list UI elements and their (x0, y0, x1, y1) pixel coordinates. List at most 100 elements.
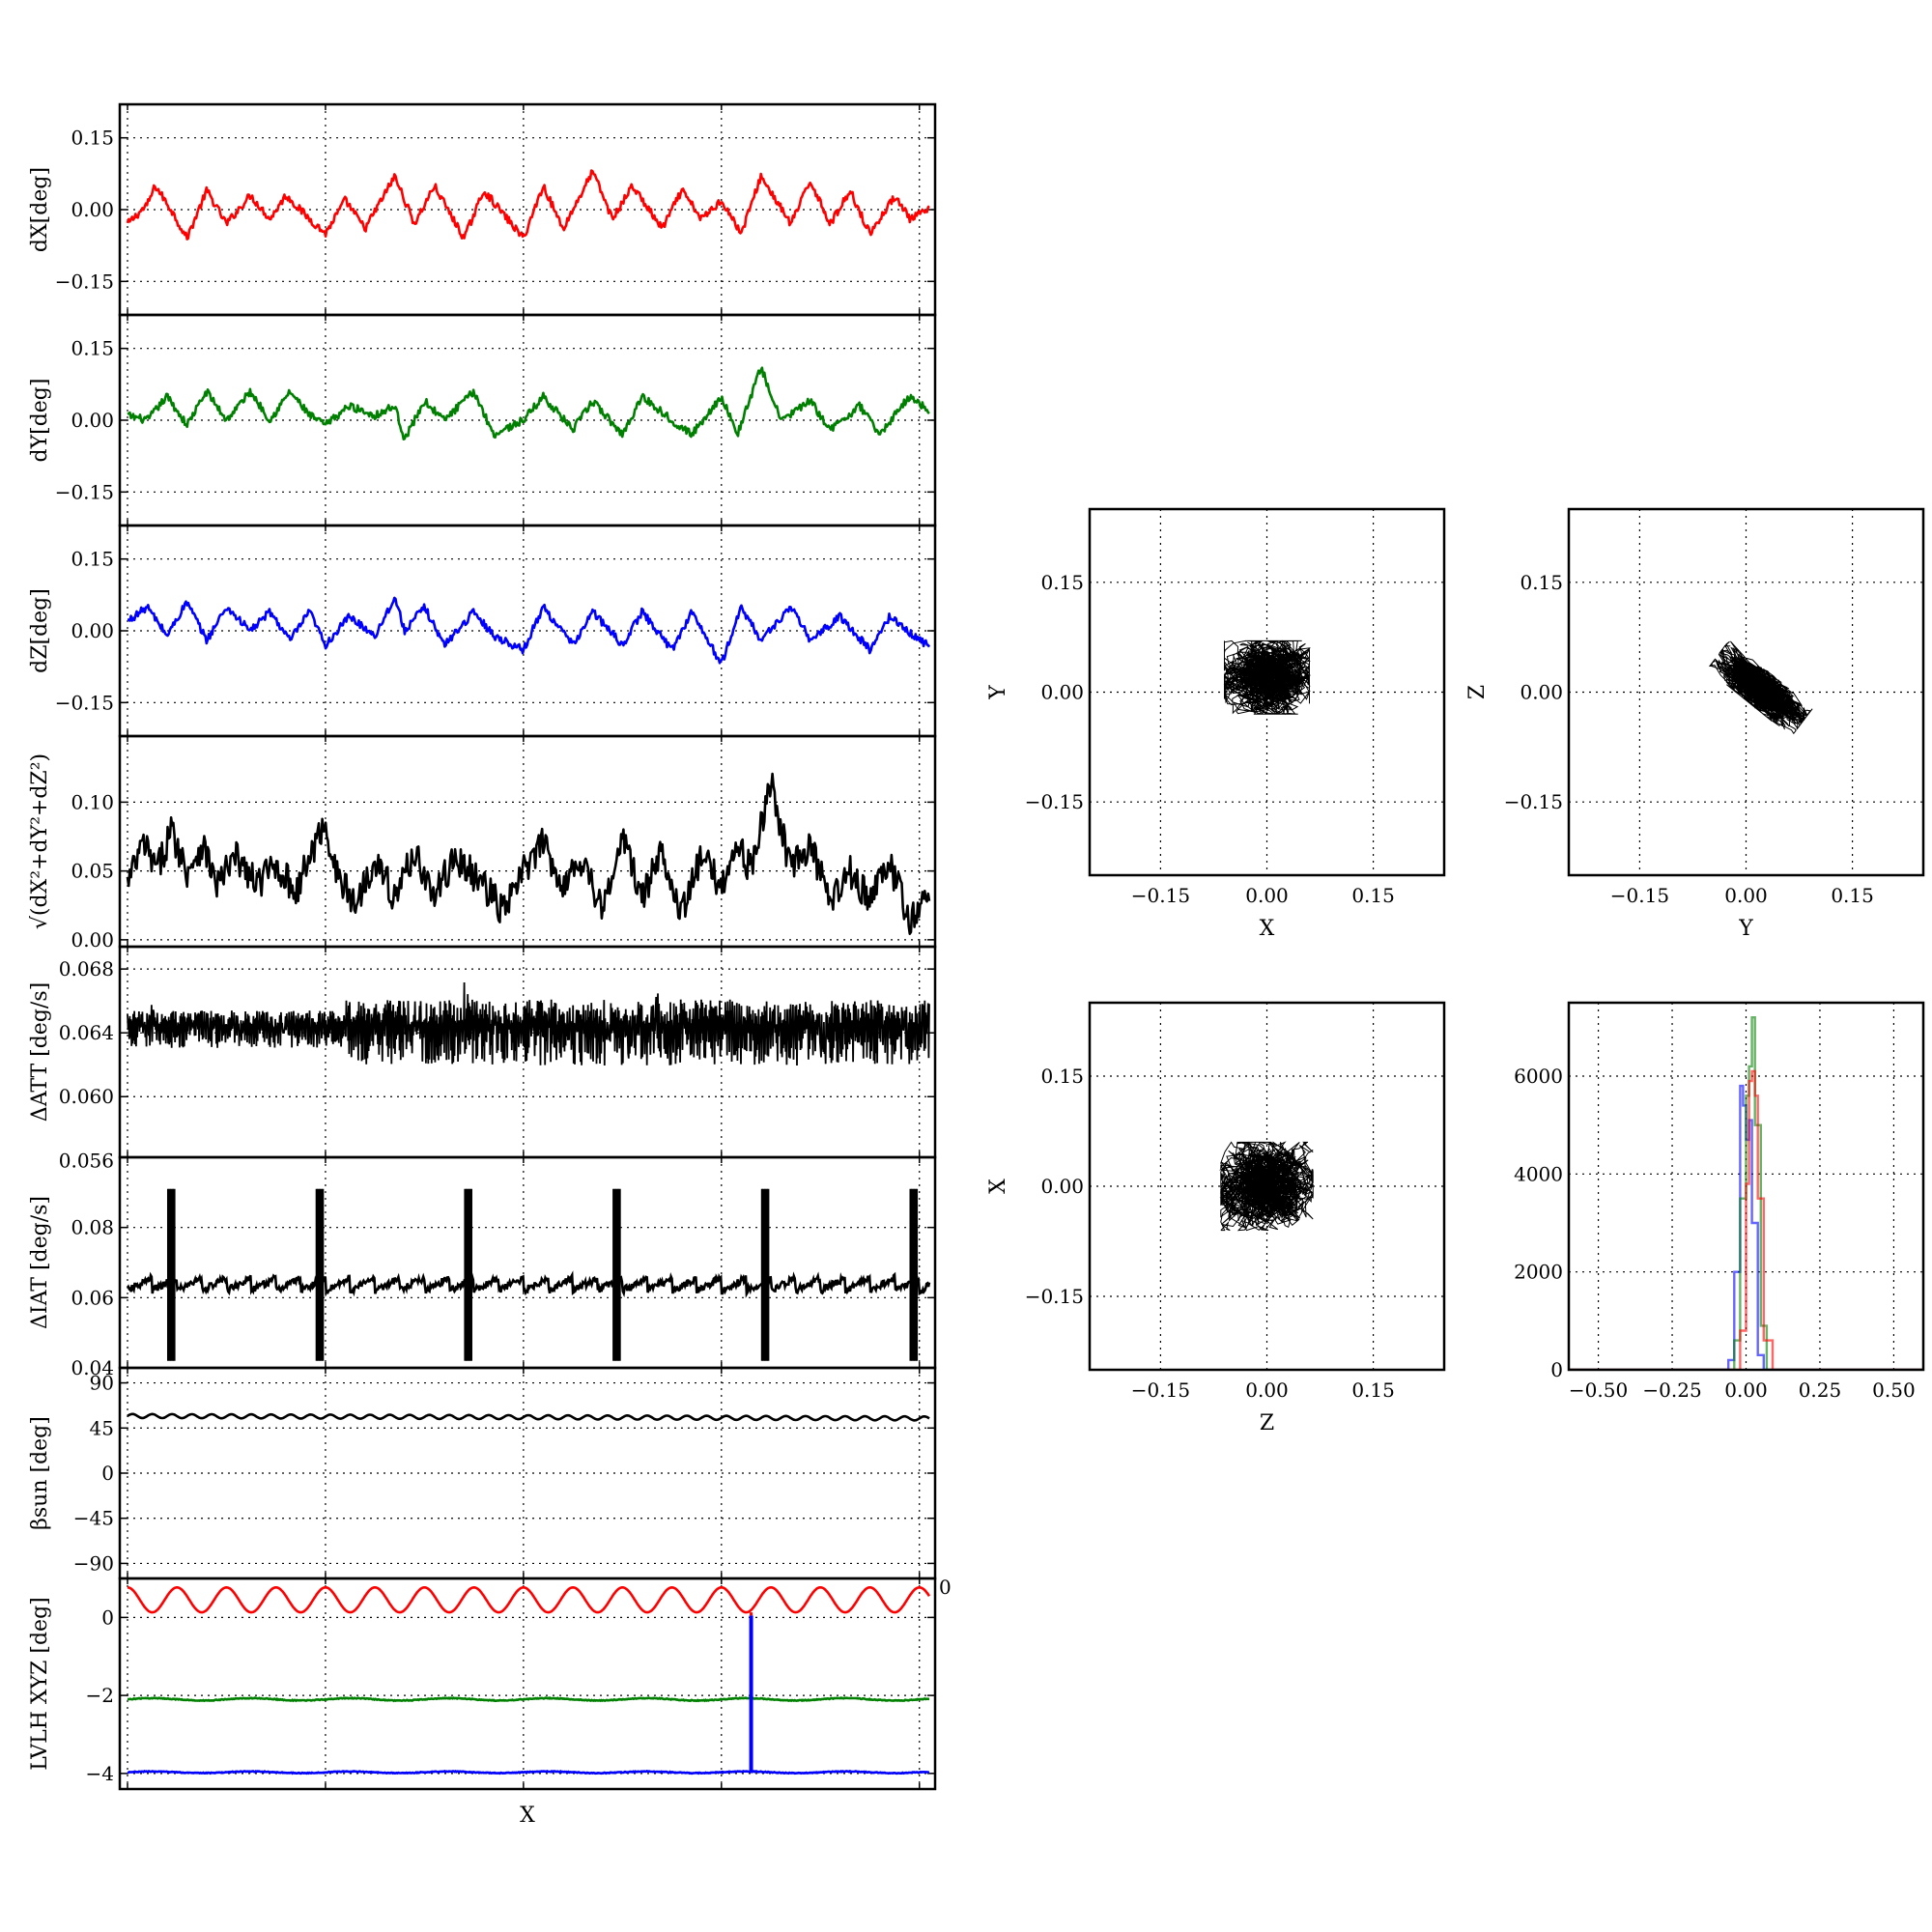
y-tick-label: −45 (73, 1507, 114, 1530)
x-tick-label: 0.50 (1872, 1378, 1916, 1402)
x-tick-label: 0.00 (1245, 1378, 1289, 1402)
y-tick-label: 0.00 (71, 619, 114, 642)
series-line-dy (127, 366, 930, 441)
y-tick-label: 0.00 (1520, 681, 1563, 704)
y-tick-label: 0.00 (71, 928, 114, 952)
y-tick-label: −0.15 (1025, 790, 1084, 813)
y-tick-label: 0.060 (59, 1085, 114, 1108)
time-series-panels: 0.150.00−0.15dX[deg]0.150.00−0.15dY[deg]… (28, 102, 952, 1791)
series-group-beta (127, 1412, 930, 1422)
y-tick-label: 2000 (1514, 1261, 1563, 1284)
y-tick-label: 0 (1550, 1358, 1563, 1381)
y-tick-label: 0.15 (1520, 571, 1563, 594)
right-tick-label: 0 (939, 1576, 952, 1599)
x-tick-label: −0.15 (1131, 884, 1190, 907)
panel-frame (1567, 1001, 1925, 1372)
series-line-diat (126, 1270, 931, 1298)
x-tick-label: −0.15 (1610, 884, 1669, 907)
histogram-series-1 (1569, 1016, 1923, 1370)
histogram-series-2 (1569, 1069, 1923, 1370)
series-line-datt (127, 981, 930, 1066)
y-axis-label: dX[deg] (28, 167, 52, 252)
y-tick-label: 90 (90, 1372, 114, 1395)
panel-datt: 0.068 0.064 0.060 0.056 ΔATT [deg/s] (28, 945, 937, 1172)
series-group-dy (127, 366, 930, 441)
y-tick-label: 0.15 (71, 337, 114, 360)
y-tick-label: 45 (90, 1416, 114, 1439)
x-tick-label: 0.00 (1245, 884, 1289, 907)
y-axis-label: dY[deg] (28, 379, 52, 463)
y-tick-label: 0 (101, 1462, 114, 1485)
y-tick-label: 0.10 (71, 790, 114, 813)
y-tick-label: 0.00 (1040, 681, 1084, 704)
x-tick-label: −0.50 (1569, 1378, 1628, 1402)
y-tick-label: 0.15 (71, 548, 114, 571)
x-tick-label: 0.25 (1799, 1378, 1842, 1402)
series-line-lvlh-2 (127, 1769, 930, 1776)
y-tick-label: 0.00 (71, 409, 114, 432)
y-axis-label: βsun [deg] (28, 1416, 52, 1530)
x-tick-label: 0.15 (1351, 884, 1395, 907)
series-line-dx (126, 169, 930, 241)
scatter-trace-zx (1218, 1141, 1315, 1232)
scatter-trace-xy (1223, 639, 1311, 716)
y-tick-label: 0.068 (59, 957, 114, 980)
series-line-beta-0 (127, 1412, 930, 1422)
x-tick-label: 0.00 (1724, 884, 1768, 907)
y-tick-label: 4000 (1514, 1162, 1563, 1185)
series-group-datt (127, 981, 930, 1066)
panel-frame (1088, 507, 1446, 877)
x-axis-label: Z (1260, 1411, 1274, 1435)
y-tick-label: 0.064 (59, 1021, 114, 1044)
y-tick-label: 0.15 (1040, 1065, 1084, 1088)
y-tick-label: 0.15 (1040, 571, 1084, 594)
panel-zx: −0.15 −0.15 0.00 0.00 0.15 0.15 Z X (986, 1001, 1446, 1435)
series-line-lvlh-1 (127, 1695, 930, 1703)
panel-frame (1567, 507, 1925, 877)
x-tick-label: 0.00 (1724, 1378, 1768, 1402)
x-tick-label: −0.15 (1131, 1378, 1190, 1402)
series-line-lvlh-0 (127, 1585, 931, 1614)
x-axis-label: X (1260, 917, 1275, 941)
x-tick-label: 0.15 (1351, 1378, 1395, 1402)
y-tick-label: 0.04 (71, 1356, 114, 1379)
y-tick-label: 6000 (1514, 1065, 1563, 1088)
series-group-dz (127, 596, 931, 665)
panel-lvlh: 0 −2 −4 0 LVLH XYZ [deg] (28, 1576, 952, 1791)
y-axis-label: LVLH XYZ [deg] (28, 1597, 52, 1771)
y-tick-label: −0.15 (1025, 1285, 1084, 1308)
y-tick-label: −90 (73, 1551, 114, 1575)
y-axis-label: √(dX²+dY²+dZ²) (28, 753, 52, 929)
y-tick-label: 0.00 (1040, 1175, 1084, 1198)
y-tick-label: 0.06 (71, 1286, 114, 1309)
series-group-dx (126, 169, 930, 241)
y-tick-label: −0.15 (55, 270, 114, 293)
panel-frame (118, 1577, 937, 1791)
x-tick-label: 0.15 (1831, 884, 1874, 907)
x-tick-label: −0.25 (1642, 1378, 1701, 1402)
y-axis-label: ΔATT [deg/s] (28, 982, 52, 1122)
y-tick-label: 0.00 (71, 198, 114, 221)
y-tick-label: 0.15 (71, 127, 114, 150)
y-axis-label: dZ[deg] (28, 588, 52, 673)
panel-hist: −0.50 −0.25 0.00 0.25 0.50 0 2000 4000 6000 (1514, 1001, 1925, 1402)
x-axis-label: Y (1738, 917, 1753, 941)
y-tick-label: −2 (86, 1684, 114, 1707)
panel-yz: −0.15 −0.15 0.00 0.00 0.15 0.15 Y Z (1465, 507, 1925, 941)
y-tick-label: −0.15 (1504, 790, 1563, 813)
y-tick-label: 0.05 (71, 860, 114, 883)
y-tick-label: 0 (101, 1605, 114, 1629)
y-tick-label: −0.15 (55, 480, 114, 503)
series-group-lvlh (127, 1585, 931, 1776)
series-group-diat (126, 1188, 931, 1361)
y-axis-label: ΔIAT [deg/s] (28, 1196, 52, 1329)
y-tick-label: −0.15 (55, 691, 114, 714)
y-axis-label: Z (1465, 685, 1490, 699)
scatter-panels: −0.15 −0.15 0.00 0.00 0.15 0.15 X Y −0.15 −0.15 0.… (986, 507, 1925, 1435)
y-axis-label: Y (986, 685, 1010, 700)
y-tick-label: 0.08 (71, 1216, 114, 1239)
